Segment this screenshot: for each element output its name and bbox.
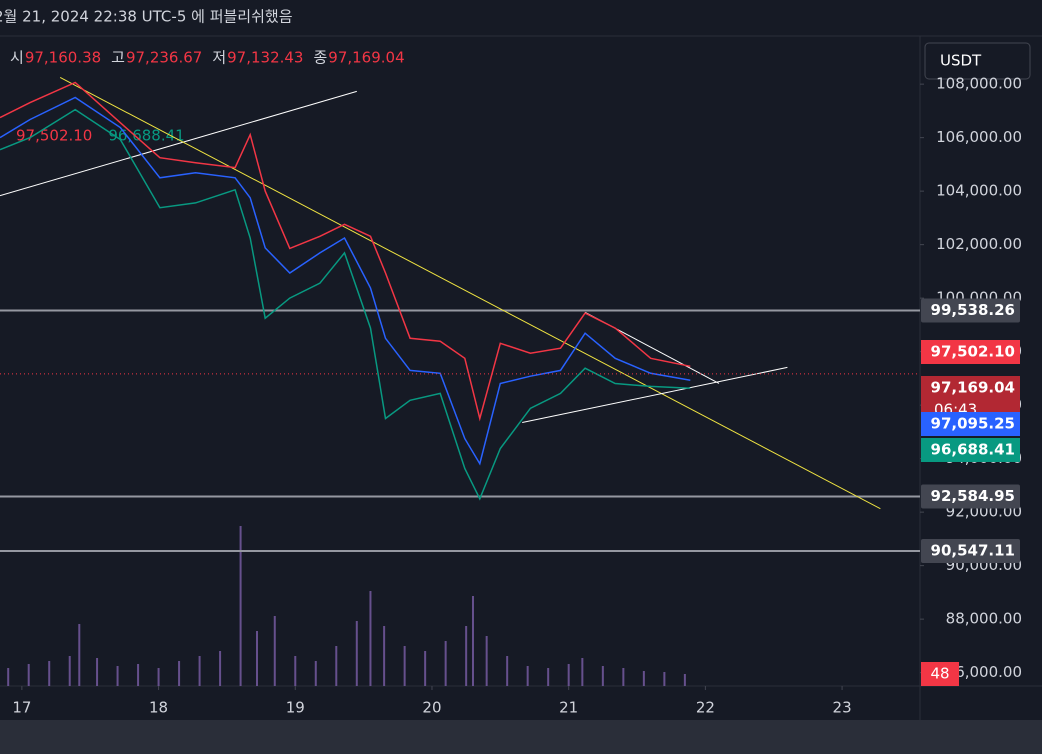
volume-bar: [471, 596, 474, 686]
volume-bar: [198, 656, 201, 686]
volume-bar: [403, 646, 406, 686]
price-label: 97,095.25: [931, 415, 1015, 433]
footer: [0, 720, 1042, 754]
indicator-value: 96,688.41: [108, 127, 184, 145]
volume-bar: [7, 668, 10, 686]
volume-bar: [506, 656, 509, 686]
currency[interactable]: USDT: [940, 52, 982, 70]
volume-bar: [96, 658, 99, 686]
publish-title: 2월 21, 2024 22:38 UTC-5 에 퍼블리쉬했음: [0, 8, 293, 26]
level-label-box: [921, 538, 1020, 563]
price-label-box: [921, 340, 1020, 364]
x-tick-label: 17: [12, 699, 31, 717]
level-label-box: [921, 298, 1020, 323]
volume-bar: [157, 668, 160, 686]
volume-bar: [547, 668, 550, 686]
ohlc-key: 종: [313, 49, 327, 67]
volume-bar: [355, 621, 358, 686]
ohlc-value: 97,132.43: [227, 49, 303, 67]
volume-bar: [219, 651, 222, 686]
volume-bar: [27, 664, 30, 686]
level-label: 92,584.95: [931, 487, 1015, 505]
volume-bar: [335, 646, 338, 686]
series-line: [0, 81, 691, 422]
x-tick-label: 19: [286, 699, 305, 717]
volume-bar: [683, 674, 686, 686]
volume-bar: [273, 616, 276, 686]
indicator-value: 97,502.10: [16, 127, 92, 145]
ohlc-value: 97,169.04: [328, 49, 404, 67]
x-tick-label: 22: [696, 699, 715, 717]
volume-bar: [68, 656, 71, 686]
series-line: [0, 96, 691, 466]
volume-bar: [116, 666, 119, 686]
currency-button[interactable]: [924, 42, 1031, 80]
volume-bar: [526, 666, 529, 686]
ohlc-value: 97,236.67: [126, 49, 202, 67]
volume-label: 48: [930, 665, 949, 683]
y-tick-label: 106,000.00: [936, 128, 1022, 146]
level-label-box: [921, 484, 1020, 509]
header-bar: [0, 0, 1042, 36]
ohlc-key: 시: [10, 49, 24, 67]
price-label-box: [921, 412, 1020, 436]
volume-bar: [601, 666, 604, 686]
x-tick-label: 18: [149, 699, 168, 717]
price-label-box: [921, 438, 1020, 462]
volume-bar: [465, 626, 468, 686]
volume-bar: [424, 651, 427, 686]
trendline: [0, 90, 357, 197]
trendline: [522, 366, 788, 424]
level-label: 99,538.26: [931, 301, 1015, 319]
ohlc-key: 저: [212, 49, 226, 67]
volume-bar: [485, 636, 488, 686]
x-tick-label: 20: [422, 699, 441, 717]
ohlc-value: 97,160.38: [25, 49, 101, 67]
y-tick-label: 88,000.00: [946, 610, 1022, 628]
volume-bar: [567, 664, 570, 686]
x-tick-label: 23: [833, 699, 852, 717]
price-label: 96,688.41: [931, 441, 1015, 459]
y-tick-label: 104,000.00: [936, 182, 1022, 200]
series-line: [0, 108, 691, 501]
volume-bar: [581, 658, 584, 686]
level-label: 90,547.11: [931, 541, 1015, 559]
volume-bar: [383, 626, 386, 686]
volume-bar: [78, 624, 81, 686]
volume-bar: [314, 661, 317, 686]
x-tick-label: 21: [559, 699, 578, 717]
volume-bar: [48, 661, 51, 686]
volume-bar: [369, 591, 372, 686]
volume-bar: [444, 641, 447, 686]
y-tick-label: 102,000.00: [936, 235, 1022, 253]
volume-bar: [663, 672, 666, 686]
y-tick-label: 108,000.00: [936, 75, 1022, 93]
volume-bar: [255, 631, 258, 686]
volume-bar: [239, 526, 242, 686]
price-label: 97,169.04: [931, 379, 1015, 397]
y-tick-label: 86,000.00: [946, 663, 1022, 681]
trendline: [59, 77, 881, 510]
volume-bar: [642, 671, 645, 686]
price-label: 97,502.10: [931, 343, 1015, 361]
volume-bar: [294, 656, 297, 686]
volume-label-box: [921, 662, 959, 686]
volume-bar: [622, 668, 625, 686]
ohlc-key: 고: [111, 49, 125, 67]
volume-bar: [178, 661, 181, 686]
volume-bar: [137, 664, 140, 686]
